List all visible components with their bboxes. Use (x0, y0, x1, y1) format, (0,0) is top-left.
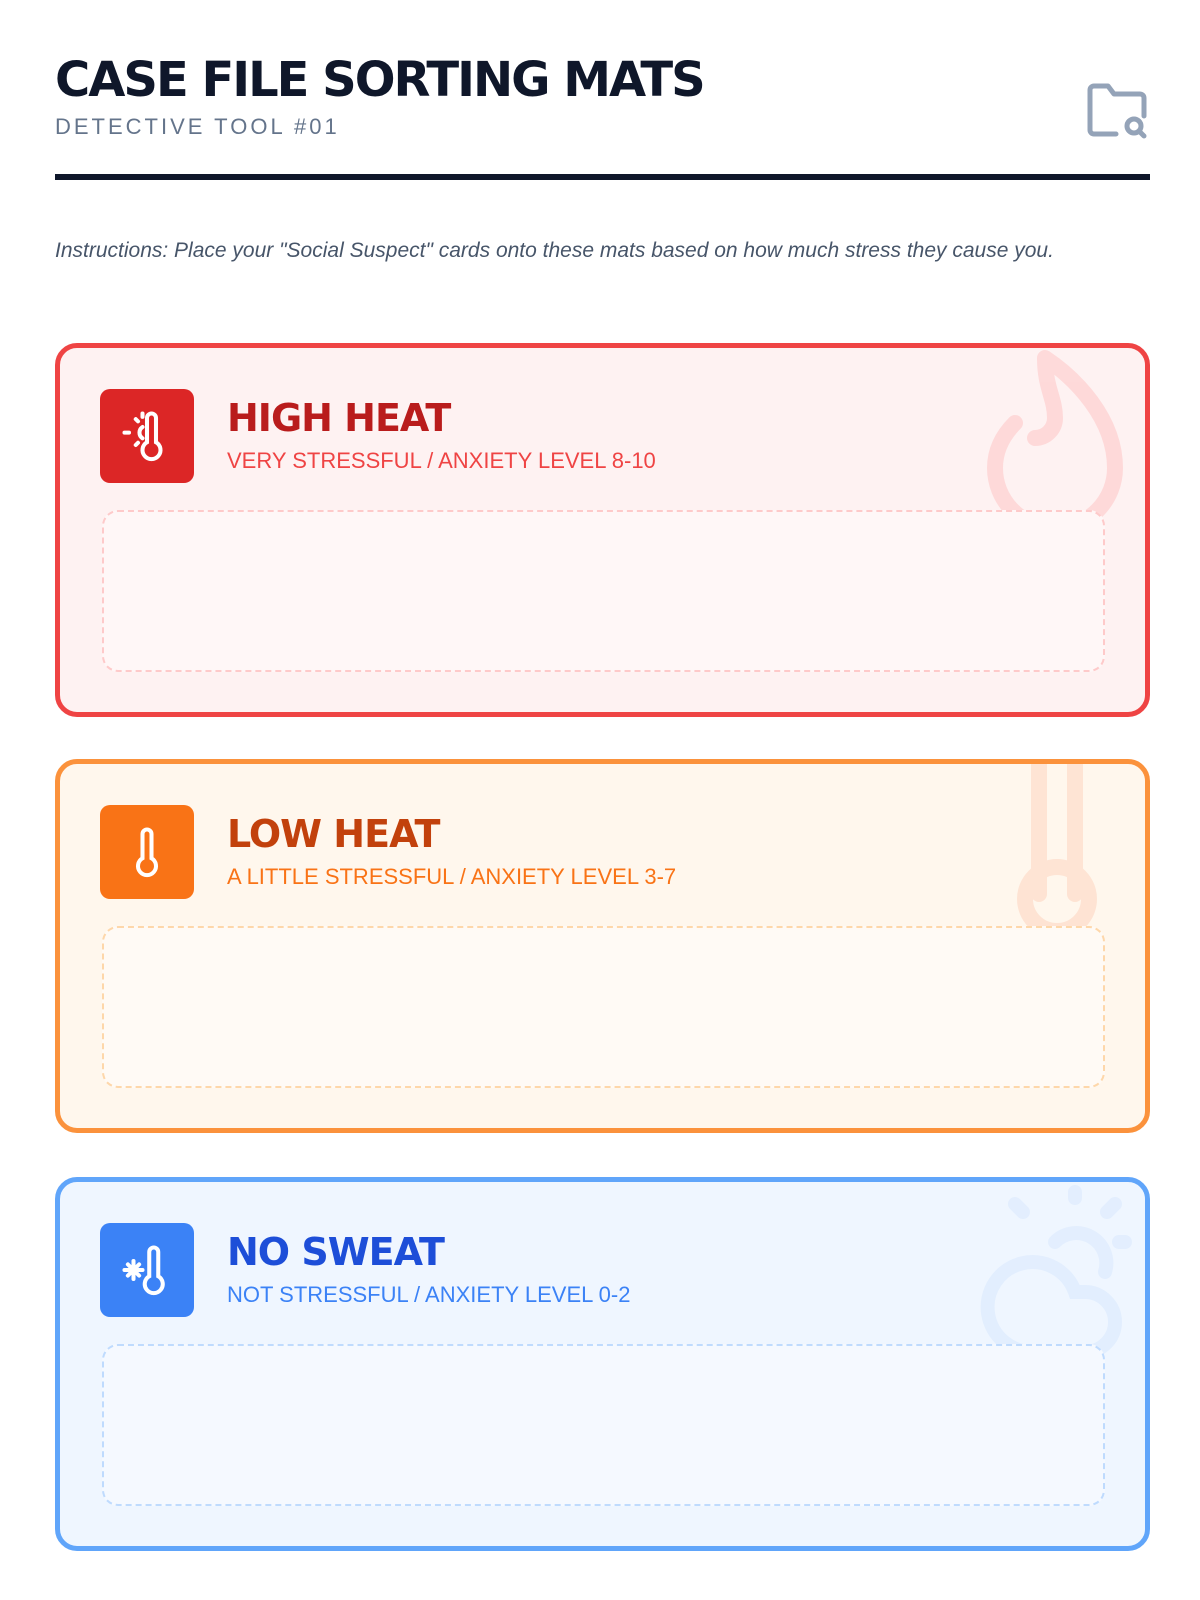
mat-no-sweat: NO SWEAT NOT STRESSFUL / ANXIETY LEVEL 0… (55, 1177, 1150, 1551)
mat-subtitle: VERY STRESSFUL / ANXIETY LEVEL 8-10 (227, 448, 656, 473)
mat-low-heat: LOW HEAT A LITTLE STRESSFUL / ANXIETY LE… (55, 759, 1150, 1133)
mat-title: LOW HEAT (227, 812, 440, 856)
card-drop-zone[interactable] (102, 510, 1105, 672)
mat-title: NO SWEAT (227, 1230, 445, 1274)
mat-subtitle: A LITTLE STRESSFUL / ANXIETY LEVEL 3-7 (227, 864, 677, 889)
cloud-sun-icon (980, 1185, 1132, 1360)
instructions: Instructions: Place your "Social Suspect… (55, 239, 1054, 262)
page-subtitle: DETECTIVE TOOL #01 (55, 114, 340, 139)
page-title: CASE FILE SORTING MATS (55, 52, 706, 108)
mat-title: HIGH HEAT (227, 396, 451, 440)
mat-high-heat: HIGH HEAT VERY STRESSFUL / ANXIETY LEVEL… (55, 343, 1150, 717)
thermometer-snowflake-icon (100, 1223, 194, 1317)
header: CASE FILE SORTING MATS DETECTIVE TOOL #0… (55, 52, 1150, 140)
header-divider (55, 174, 1150, 180)
thermometer-icon (100, 805, 194, 899)
thermometer-sun-icon (100, 389, 194, 483)
mat-subtitle: NOT STRESSFUL / ANXIETY LEVEL 0-2 (227, 1282, 631, 1307)
card-drop-zone[interactable] (102, 1344, 1105, 1506)
card-drop-zone[interactable] (102, 926, 1105, 1088)
flame-icon (987, 350, 1123, 536)
folder-search-icon (1087, 83, 1147, 139)
